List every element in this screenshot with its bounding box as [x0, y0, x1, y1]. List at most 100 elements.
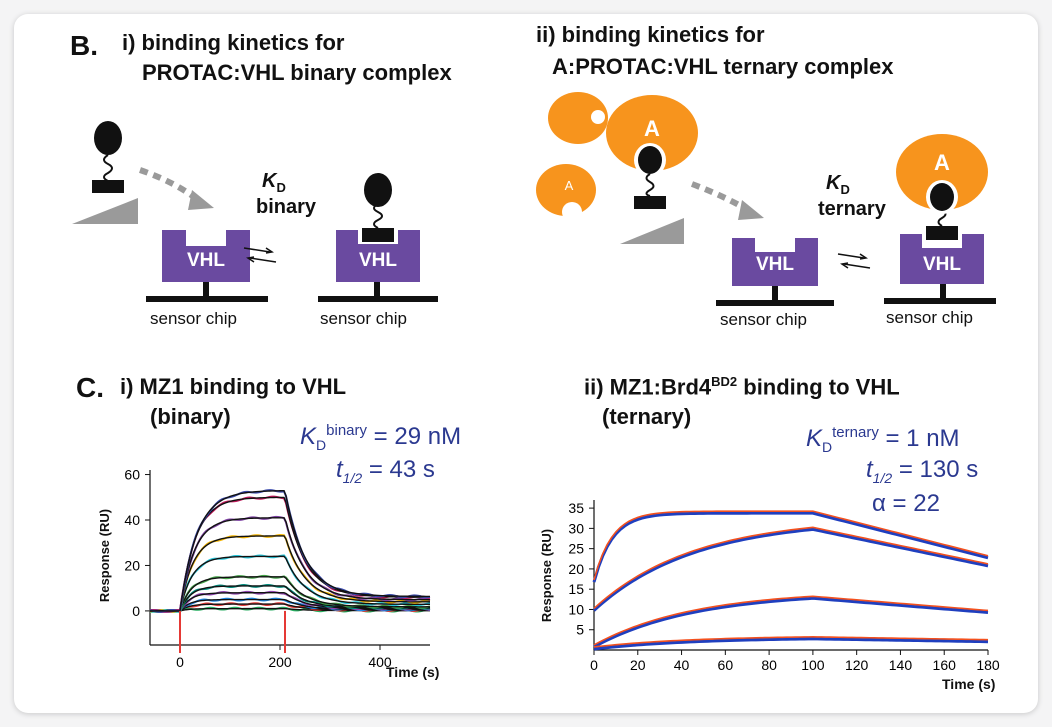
panel-c-label: C.	[76, 372, 104, 403]
protac-linker	[103, 154, 113, 182]
chart2-xtick-label: 20	[630, 657, 646, 673]
chart1-fit-7	[150, 535, 431, 612]
ternary-word: ternary	[818, 198, 886, 220]
chart2-series-0	[592, 511, 989, 583]
sensor-chip-bar-4	[884, 298, 996, 304]
target-protein-small-2	[536, 164, 596, 216]
ternary-schematic	[536, 92, 996, 306]
dashed-arrow-2	[690, 181, 750, 213]
ternary-title-line1: ii) binding kinetics for	[536, 22, 765, 47]
target-protein-a	[606, 95, 698, 171]
chart2-xtick-label: 80	[761, 657, 777, 673]
chart2-ytick-label: 5	[576, 622, 584, 638]
chart2-ytick-label: 10	[568, 601, 584, 617]
chart2-xtick-label: 160	[933, 657, 957, 673]
chart1-fit-10	[150, 489, 431, 612]
chart2-fit-2	[593, 595, 989, 646]
chart1-xlabel: Time (s)	[386, 664, 440, 680]
sensor-chip-label-3: sensor chip	[720, 310, 807, 329]
binary-half-life: t1/2 = 43 s	[336, 456, 435, 486]
figure-card	[14, 14, 1038, 713]
ternary-protac-head	[638, 146, 662, 174]
chart2-ytick-label: 35	[568, 500, 584, 516]
binary-schematic	[72, 121, 438, 302]
sensor-chip-label-1: sensor chip	[150, 309, 237, 328]
target-protein-a-bound	[896, 134, 988, 210]
c-right-title-line2: (ternary)	[602, 404, 692, 429]
sensor-chip-label-4: sensor chip	[886, 308, 973, 327]
chart2-ytick-label: 15	[568, 581, 584, 597]
ternary-protac-foot	[634, 196, 666, 209]
c-left-title-line2: (binary)	[150, 404, 231, 429]
chart1-fit-8	[150, 517, 431, 612]
chart2-xlabel: Time (s)	[942, 676, 996, 692]
kd-ternary-label: KD	[826, 172, 850, 197]
chart1-fit-5	[150, 576, 431, 612]
chart1-fit-6	[150, 555, 431, 612]
chart1-ytick-label: 40	[124, 512, 140, 528]
binary-kd-value: KDbinary = 29 nM	[300, 422, 462, 453]
c-left-title-line1: i) MZ1 binding to VHL	[120, 374, 347, 399]
target-protein-small-1	[548, 92, 608, 144]
chart1-ytick-label: 0	[132, 603, 140, 619]
vhl-block-empty-2	[732, 238, 818, 286]
sensor-chip-bar	[146, 296, 268, 302]
chart2-ytick-label: 25	[568, 541, 584, 557]
chart2-xtick-label: 120	[845, 657, 869, 673]
chart1-xtick-label: 0	[176, 654, 184, 670]
chip-stem	[203, 282, 209, 296]
alpha-value: α = 22	[872, 490, 940, 517]
chart1-ytick-label: 20	[124, 557, 140, 573]
chart2-xtick-label: 180	[976, 657, 1000, 673]
concentration-wedge-2	[620, 218, 684, 244]
chart1-ytick-label: 60	[124, 467, 140, 483]
vhl-block-bound-2	[900, 234, 984, 284]
vhl-block-bound	[336, 230, 420, 282]
dashed-arrow-head	[188, 190, 214, 210]
a-label-2: A	[934, 150, 950, 175]
chart1-xtick-label: 200	[268, 654, 292, 670]
ternary-title-line2: A:PROTAC:VHL ternary complex	[552, 54, 894, 79]
chart1-ylabel: Response (RU)	[97, 508, 113, 603]
chart2-xtick-label: 140	[889, 657, 913, 673]
chart2-ytick-label: 20	[568, 561, 584, 577]
chart2-xtick-label: 60	[718, 657, 734, 673]
ternary-kd-value: KDternary = 1 nM	[806, 424, 960, 455]
sensor-chip-bar-2	[318, 296, 438, 302]
ternary-bound-foot	[926, 226, 958, 240]
bound-protac-head	[364, 173, 392, 207]
chart2-fit-1	[593, 526, 989, 610]
chart2-series-3	[593, 637, 989, 651]
vhl-label-4: VHL	[923, 254, 961, 275]
chart2-ytick-label: 30	[568, 520, 584, 536]
bound-protac-foot	[362, 228, 394, 242]
a-label-1: A	[644, 116, 660, 141]
binary-title-line1: i) binding kinetics for	[122, 30, 345, 55]
vhl-label-3: VHL	[756, 254, 794, 275]
vhl-label-1: VHL	[187, 250, 225, 271]
binary-word: binary	[256, 196, 317, 218]
c-right-title-line1: ii) MZ1:Brd4BD2 binding to VHL	[584, 374, 900, 400]
sensor-chip-bar-3	[716, 300, 834, 306]
chart1-fit-4	[150, 585, 431, 612]
protac-head	[94, 121, 122, 155]
sensor-chip-label-2: sensor chip	[320, 309, 407, 328]
kd-binary-label: KD	[262, 170, 286, 195]
vhl-label-2: VHL	[359, 250, 397, 271]
chart2-xtick-label: 0	[590, 657, 598, 673]
binary-sensorgram: 0 20 40 60 0 200 400	[124, 467, 431, 670]
chart2-xtick-label: 100	[801, 657, 825, 673]
vhl-block-empty	[162, 230, 250, 282]
chart2-series-1	[592, 527, 989, 612]
a-label-small: A	[564, 178, 574, 193]
concentration-wedge	[72, 198, 138, 224]
panel-b-label: B.	[70, 30, 98, 61]
chart1-xtick-label: 400	[368, 654, 392, 670]
chart2-fit-0	[593, 510, 989, 581]
ternary-sensorgram: 5 10 15 20 25 30 35 0 20 40 60 80 100 120 140 160 180	[568, 500, 1000, 673]
binary-title-line2: PROTAC:VHL binary complex	[142, 60, 452, 85]
protac-foot	[92, 180, 124, 193]
chart2-xtick-label: 40	[674, 657, 690, 673]
chart2-fit-3	[593, 636, 989, 648]
